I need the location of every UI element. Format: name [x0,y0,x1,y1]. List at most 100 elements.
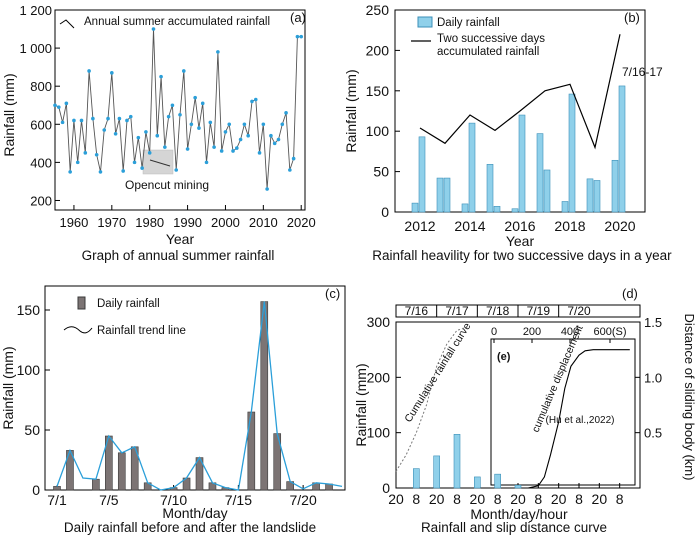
panel-a-point [102,128,107,132]
panel-a-point [166,114,171,119]
panel-a-point [72,118,76,123]
panel-c-xtick-label: 7/5 [99,492,119,508]
panel-b-xlabel: Year [506,233,535,249]
panel-d-xtick-label: 8 [453,491,461,507]
panel-b-accumulated-line [419,34,621,150]
panel-a-point [79,118,84,123]
opencut-mining-pointer [149,159,171,167]
panel-a-point [94,152,99,157]
panel-d-cumulative-rainfall-curve [395,327,468,472]
panel-b-bar [518,114,526,213]
panel-b-bar [418,136,426,213]
panel-b-caption: Rainfall heavility for two successive da… [372,248,672,263]
panel-b-bar [561,201,569,213]
panel-a-point [291,156,296,161]
panel-d-date-label: 7/16 [405,304,429,318]
panel-a-point [231,149,235,153]
panel-d-xtick-label: 20 [592,491,608,507]
opencut-mining-icon [142,149,174,175]
panel-c-xtick-label: 7/10 [160,492,187,508]
panel-d-bar [514,484,522,489]
panel-d-bar [433,455,440,489]
panel-a-point [204,160,209,165]
panel-d-bar [413,468,420,489]
panel-b-ytick-label: 150 [366,83,390,99]
panel-b-ytick-label: 250 [366,2,390,18]
panel-a-xtick-label: 1960 [59,215,88,230]
panel-b-legend-daily: Daily rainfall [437,17,500,29]
panel-a-xtick-label: 2000 [211,215,240,230]
panel-d-xtick-label: 20 [388,491,404,507]
panel-d-caption: Rainfall and slip distance curve [421,520,607,535]
panel-b-bar [511,208,519,213]
panel-b-xtick-label: 2014 [454,218,485,234]
panel-b-xtick-label: 2016 [504,218,535,234]
panel-c-ytick-label: 100 [17,362,41,378]
panel-b-bar [436,177,444,213]
panel-d-y2tick-label: 1.0 [644,370,662,385]
panel-d-y2tick-label: 0.5 [644,426,662,441]
panel-a-point [64,101,69,106]
panel-d-xtick-label: 8 [494,491,502,507]
panel-a-point [106,116,110,121]
panel-a-point [121,169,125,173]
panel-a-xtick-label: 2010 [249,215,278,230]
panel-d-date-label: 7/17 [445,304,469,318]
panel-a-point [83,151,88,155]
panel-a-point [170,103,175,108]
panel-b-bar [543,169,551,213]
panel-a-point [159,74,163,79]
panel-a-point [117,116,122,121]
panel-a-xtick-label: 1980 [135,215,164,230]
panel-d-label: (d) [622,286,638,301]
panel-d-date-label: 7/18 [486,304,510,318]
panel-a-frame [54,9,306,211]
panel-a-point [125,118,129,123]
panel-a-point [128,114,133,119]
panel-b-bar [411,202,419,213]
panel-c-xtick-label: 7/15 [225,492,252,508]
panel-b-bar [586,178,594,213]
panel-a-point [151,27,156,31]
inset-e-label: (e) [497,351,511,363]
panel-d-xtick-label: 8 [616,491,624,507]
panel-a-series-line [54,28,302,190]
panel-c-bar [53,486,61,491]
panel-a-point [193,95,197,100]
panel-b-label: (b) [624,10,640,25]
panel-a-point [68,170,72,174]
panel-c-legend-trend: Rainfall trend line [97,325,186,337]
panel-b: (b) Daily rainfall Two successive days a… [343,2,672,263]
panel-a-point [197,126,201,130]
panel-d-xtick-label: 8 [412,491,420,507]
panel-a-ytick-label: 1 000 [19,41,52,56]
panel-b-bar [536,133,544,213]
panel-a-point [53,103,57,108]
panel-d-xtick-label: 20 [429,491,445,507]
panel-a-point [246,133,250,138]
panel-a-ytick-label: 800 [30,79,52,94]
panel-a-point [219,149,224,153]
panel-a-point [227,122,232,127]
panel-a-point [174,168,179,172]
panel-a-ylabel: Rainfall (mm) [1,73,17,156]
panel-b-ytick-label: 0 [381,204,389,220]
panel-a-ytick-label: 400 [30,155,52,170]
panel-b-annotation: 7/16-17 [622,65,663,79]
panel-c-label: (c) [325,286,340,301]
panel-a-point [91,116,95,121]
panel-c: (c) Daily rainfall Rainfall trend line R… [0,285,346,535]
panel-b-bar [611,159,619,213]
opencut-mining-label: Opencut mining [125,178,209,192]
panel-b-bar [618,85,626,213]
panel-a-point [235,146,239,150]
panel-c-legend-daily: Daily rainfall [97,298,160,310]
panel-a-point [265,187,269,191]
panel-d-date-label: 7/20 [567,304,591,318]
panel-d: (d) (e) (Hu et al.,2022) Cumulative rain… [353,286,697,535]
panel-a-point [56,105,61,109]
panel-a-xtick-label: 1970 [97,215,126,230]
panel-b-bar [461,203,469,213]
panel-a-label: (a) [290,10,306,25]
panel-b-bar [443,177,451,213]
